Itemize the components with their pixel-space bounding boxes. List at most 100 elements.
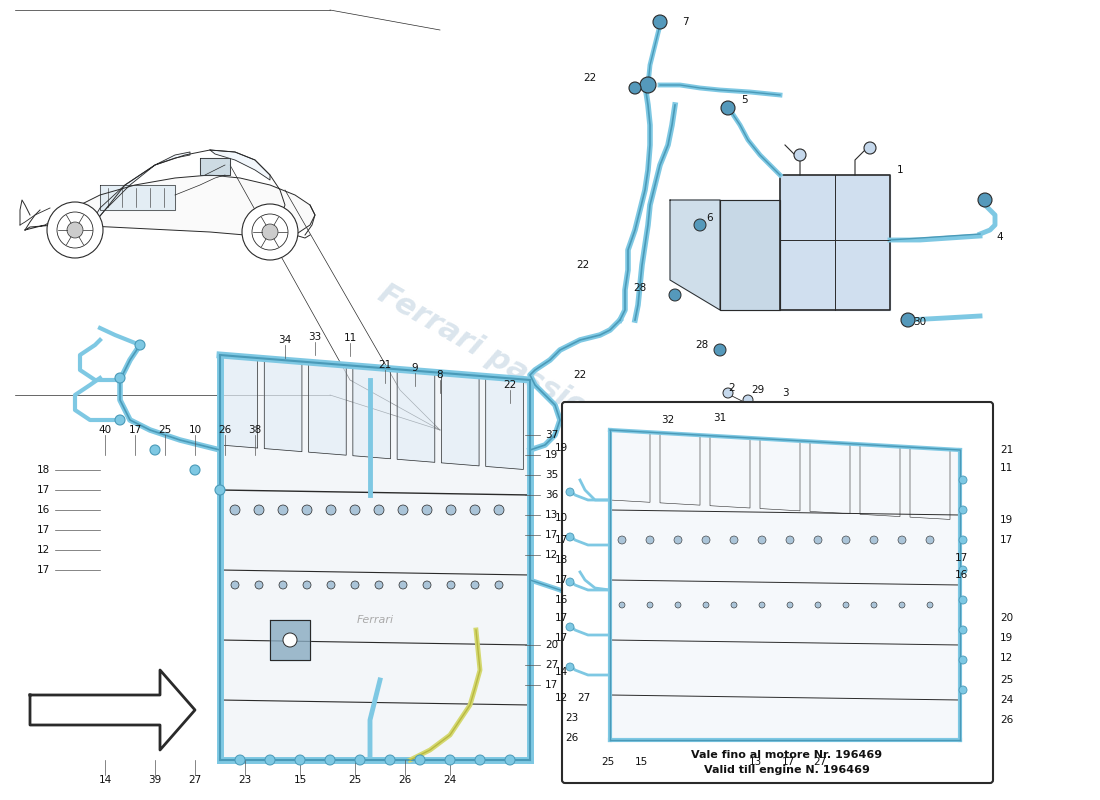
Circle shape	[242, 204, 298, 260]
Text: 27: 27	[188, 775, 201, 785]
Circle shape	[566, 578, 574, 586]
Text: 27: 27	[544, 660, 558, 670]
Circle shape	[703, 602, 710, 608]
FancyBboxPatch shape	[562, 402, 993, 783]
Circle shape	[324, 755, 336, 765]
Circle shape	[694, 219, 706, 231]
Text: 30: 30	[913, 317, 926, 327]
Polygon shape	[30, 670, 195, 750]
Text: 17: 17	[955, 553, 968, 563]
Circle shape	[283, 633, 297, 647]
Text: 10: 10	[554, 513, 568, 523]
Text: 18: 18	[554, 555, 568, 565]
Text: 17: 17	[554, 575, 568, 585]
Circle shape	[135, 340, 145, 350]
Circle shape	[67, 222, 82, 238]
Text: 40: 40	[98, 425, 111, 435]
Circle shape	[901, 313, 915, 327]
Circle shape	[763, 402, 773, 412]
Circle shape	[786, 536, 794, 544]
Text: 1: 1	[896, 165, 903, 175]
Circle shape	[842, 536, 850, 544]
Circle shape	[647, 602, 653, 608]
Text: 22: 22	[504, 380, 517, 390]
Circle shape	[566, 488, 574, 496]
Circle shape	[116, 373, 125, 383]
Text: 13: 13	[544, 510, 558, 520]
Circle shape	[495, 581, 503, 589]
Text: 24: 24	[1000, 695, 1013, 705]
Circle shape	[619, 602, 625, 608]
Circle shape	[646, 536, 654, 544]
Polygon shape	[353, 366, 390, 458]
Polygon shape	[670, 200, 720, 310]
Text: 21: 21	[378, 360, 392, 370]
Text: 4: 4	[997, 232, 1003, 242]
Circle shape	[870, 536, 878, 544]
Circle shape	[640, 77, 656, 93]
Text: 14: 14	[98, 775, 111, 785]
Circle shape	[723, 388, 733, 398]
Text: 20: 20	[1000, 613, 1013, 623]
Text: 17: 17	[1000, 535, 1013, 545]
Text: Vale fino al motore Nr. 196469: Vale fino al motore Nr. 196469	[692, 750, 882, 760]
Text: 17: 17	[129, 425, 142, 435]
Text: 8: 8	[437, 370, 443, 380]
Text: 14: 14	[554, 667, 568, 677]
Text: 27: 27	[576, 693, 590, 703]
Text: 28: 28	[634, 283, 647, 293]
Text: 12: 12	[1000, 653, 1013, 663]
Circle shape	[230, 505, 240, 515]
Circle shape	[350, 505, 360, 515]
Polygon shape	[220, 355, 530, 760]
Text: 39: 39	[148, 775, 162, 785]
Circle shape	[327, 581, 336, 589]
Text: 2: 2	[728, 383, 735, 393]
Circle shape	[959, 506, 967, 514]
Circle shape	[566, 663, 574, 671]
Circle shape	[470, 505, 480, 515]
Circle shape	[214, 485, 225, 495]
Text: 12: 12	[554, 693, 568, 703]
Circle shape	[669, 289, 681, 301]
Polygon shape	[270, 620, 310, 660]
Text: 10: 10	[188, 425, 201, 435]
Text: 19: 19	[544, 450, 558, 460]
Circle shape	[446, 755, 455, 765]
Polygon shape	[90, 152, 190, 228]
Text: 19: 19	[554, 443, 568, 453]
Circle shape	[653, 15, 667, 29]
Polygon shape	[610, 430, 960, 740]
Circle shape	[926, 536, 934, 544]
Text: 26: 26	[1000, 715, 1013, 725]
Circle shape	[786, 602, 793, 608]
Circle shape	[959, 686, 967, 694]
Circle shape	[899, 602, 905, 608]
Text: 25: 25	[602, 757, 615, 767]
Circle shape	[927, 602, 933, 608]
Text: 15: 15	[294, 775, 307, 785]
Circle shape	[355, 755, 365, 765]
Circle shape	[278, 505, 288, 515]
Circle shape	[629, 82, 641, 94]
Circle shape	[190, 465, 200, 475]
Text: 26: 26	[564, 733, 578, 743]
Circle shape	[759, 602, 764, 608]
Circle shape	[374, 505, 384, 515]
Circle shape	[422, 505, 432, 515]
Circle shape	[326, 505, 336, 515]
Text: 29: 29	[751, 385, 764, 395]
Circle shape	[566, 533, 574, 541]
Circle shape	[385, 755, 395, 765]
Text: 27: 27	[813, 757, 826, 767]
Text: 25: 25	[349, 775, 362, 785]
Text: 7: 7	[682, 17, 689, 27]
Polygon shape	[25, 175, 315, 238]
Circle shape	[732, 602, 737, 608]
Circle shape	[47, 202, 103, 258]
Circle shape	[959, 626, 967, 634]
Circle shape	[959, 566, 967, 574]
Text: 22: 22	[576, 260, 590, 270]
Text: 28: 28	[695, 340, 708, 350]
Text: 17: 17	[544, 680, 558, 690]
